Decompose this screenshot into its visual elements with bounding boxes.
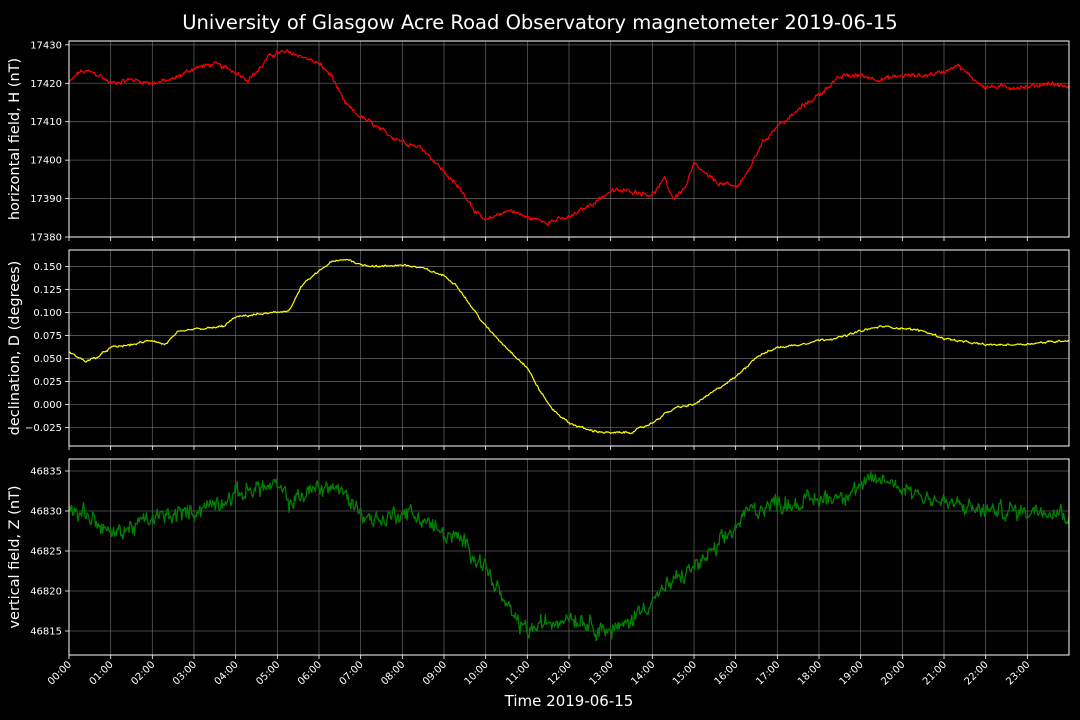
series-line-vertical-field: [69, 471, 1069, 642]
panel-horizontal-field: 17380 17390 17400 17410 17420 17430 horizontal…: [7, 40, 1070, 244]
y-tick-label: 17410: [30, 117, 62, 128]
y-tick-label: 17400: [30, 156, 62, 167]
series-line-horizontal-field: [69, 49, 1069, 227]
y-tick-label: 46820: [30, 587, 62, 598]
axes-frame: [68, 249, 1070, 447]
y-tick-label: 0.125: [33, 285, 62, 296]
y-tick-label: 0.100: [33, 308, 62, 319]
figure-title: University of Glasgow Acre Road Observat…: [182, 11, 897, 34]
y-tick-label: 17390: [30, 194, 62, 205]
y-tick-label: 0.000: [33, 400, 62, 411]
y-axis-label: horizontal field, H (nT): [7, 58, 23, 220]
y-tick-label: 0.150: [33, 262, 62, 273]
y-axis-label: vertical field, Z (nT): [7, 485, 23, 628]
y-tick-label: 46830: [30, 507, 62, 518]
y-tick-label: 17380: [30, 233, 62, 244]
panel-declination: −0.025 0.000 0.025 0.050 0.075 0.100 0.125 0.15…: [7, 249, 1070, 450]
axes-frame: [68, 40, 1070, 238]
y-axis-label: declination, D (degrees): [7, 261, 23, 436]
y-tick-label: 0.075: [33, 331, 62, 342]
axes-frame: [68, 458, 1070, 656]
y-tick-label: 17430: [30, 40, 62, 51]
y-tick-label: 0.025: [33, 377, 62, 388]
y-tick-label: 17420: [30, 79, 62, 90]
y-tick-label: 46835: [30, 467, 62, 478]
y-tick-label: 0.050: [33, 354, 62, 365]
y-tick-label: 46815: [30, 627, 62, 638]
series-line-declination: [69, 258, 1069, 435]
y-tick-label: 46825: [30, 547, 62, 558]
y-tick-label: −0.025: [25, 423, 62, 434]
x-axis-label: Time 2019-06-15: [504, 692, 634, 710]
